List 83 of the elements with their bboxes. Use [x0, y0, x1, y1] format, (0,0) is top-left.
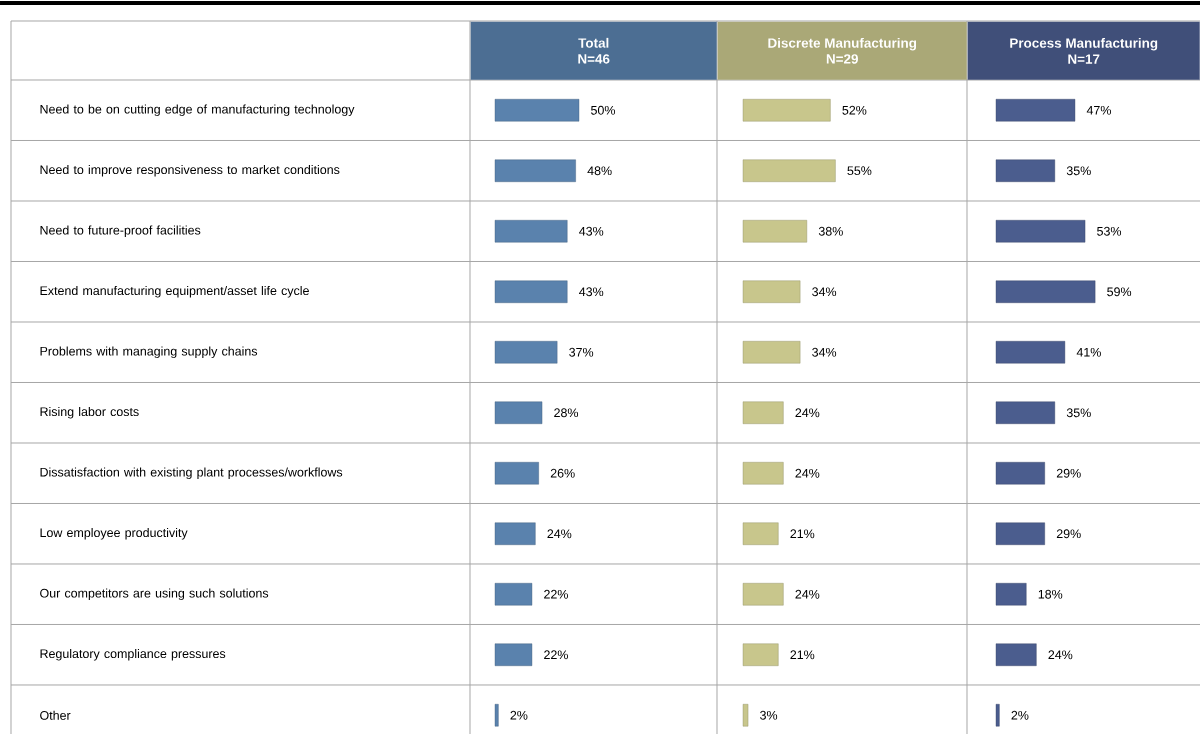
- bar: [494, 704, 499, 727]
- y-tick-label: Rising labor costs: [40, 406, 139, 419]
- data-label: 21%: [790, 529, 815, 539]
- data-label: 43%: [579, 287, 604, 297]
- data-label: 22%: [544, 650, 568, 660]
- data-label: 22%: [544, 589, 568, 599]
- data-label: 2%: [1011, 710, 1029, 720]
- data-label: 21%: [790, 650, 815, 660]
- y-tick-label: Extend manufacturing equipment/asset life cycle: [40, 285, 309, 298]
- data-label: 34%: [812, 287, 837, 297]
- data-label: 41%: [1076, 347, 1101, 357]
- bar: [494, 220, 568, 243]
- data-label: 59%: [1107, 287, 1132, 297]
- data-label: 35%: [1066, 166, 1091, 176]
- data-label: 55%: [847, 166, 872, 176]
- bar: [494, 462, 539, 485]
- chart-title: Total: [578, 37, 609, 48]
- bar: [742, 643, 779, 666]
- bar: [995, 704, 1000, 727]
- chart-subtitle: N=29: [826, 54, 858, 64]
- data-label: 34%: [812, 347, 837, 357]
- bar: [494, 280, 568, 303]
- chart-title: Process Manufacturing: [1010, 37, 1158, 51]
- data-label: 48%: [587, 166, 612, 176]
- bar: [742, 462, 784, 485]
- bar: [494, 341, 558, 364]
- bar: [995, 643, 1037, 666]
- data-label: 24%: [795, 468, 820, 478]
- data-label: 38%: [818, 226, 843, 236]
- bar: [742, 220, 808, 243]
- chart-title: Discrete Manufacturing: [768, 37, 917, 51]
- y-tick-label: Need to future-proof facilities: [40, 225, 201, 238]
- bar: [995, 280, 1096, 303]
- bar: [995, 583, 1027, 606]
- data-label: 24%: [795, 589, 820, 599]
- data-label: 28%: [554, 408, 579, 418]
- bar: [995, 99, 1076, 122]
- bar: [742, 159, 836, 182]
- data-label: 29%: [1056, 468, 1081, 478]
- data-label: 24%: [795, 408, 820, 418]
- bar: [742, 522, 779, 545]
- bar: [995, 220, 1086, 243]
- data-label: 52%: [842, 105, 867, 115]
- data-label: 35%: [1066, 408, 1091, 418]
- y-tick-label: Other: [40, 710, 71, 720]
- data-label: 24%: [547, 529, 572, 539]
- bar: [995, 401, 1056, 424]
- y-tick-label: Problems with managing supply chains: [40, 346, 258, 359]
- bar: [494, 159, 576, 182]
- y-tick-label: Our competitors are using such solutions: [40, 588, 269, 601]
- data-label: 18%: [1038, 589, 1063, 599]
- y-tick-label: Regulatory compliance pressures: [40, 648, 226, 661]
- data-label: 50%: [591, 105, 615, 115]
- bar: [494, 99, 580, 122]
- data-label: 24%: [1048, 650, 1073, 660]
- bar: [995, 159, 1056, 182]
- chart-subtitle: N=17: [1068, 54, 1100, 64]
- bar: [494, 401, 543, 424]
- bar: [995, 341, 1066, 364]
- bar: [494, 522, 536, 545]
- bar: [494, 583, 533, 606]
- y-tick-label: Need to be on cutting edge of manufacturing technology: [40, 104, 355, 117]
- data-label: 26%: [550, 468, 575, 478]
- data-label: 43%: [579, 226, 604, 236]
- y-tick-label: Need to improve responsiveness to market conditions: [40, 164, 340, 177]
- bar: [742, 341, 801, 364]
- data-label: 29%: [1056, 529, 1081, 539]
- y-tick-label: Low employee productivity: [40, 527, 188, 540]
- bar: [995, 462, 1045, 485]
- bar: [742, 401, 784, 424]
- bar: [742, 583, 784, 606]
- bar: [742, 280, 801, 303]
- data-label: 2%: [510, 710, 528, 720]
- data-label: 3%: [760, 710, 778, 720]
- chart-subtitle: N=46: [578, 54, 610, 64]
- bar: [995, 522, 1045, 545]
- y-tick-label: Dissatisfaction with existing plant processes/workflows: [40, 467, 343, 480]
- data-label: 47%: [1086, 105, 1111, 115]
- bar: [494, 643, 533, 666]
- data-label: 53%: [1097, 226, 1122, 236]
- bar: [742, 99, 831, 122]
- data-label: 37%: [569, 347, 594, 357]
- bar: [742, 704, 749, 727]
